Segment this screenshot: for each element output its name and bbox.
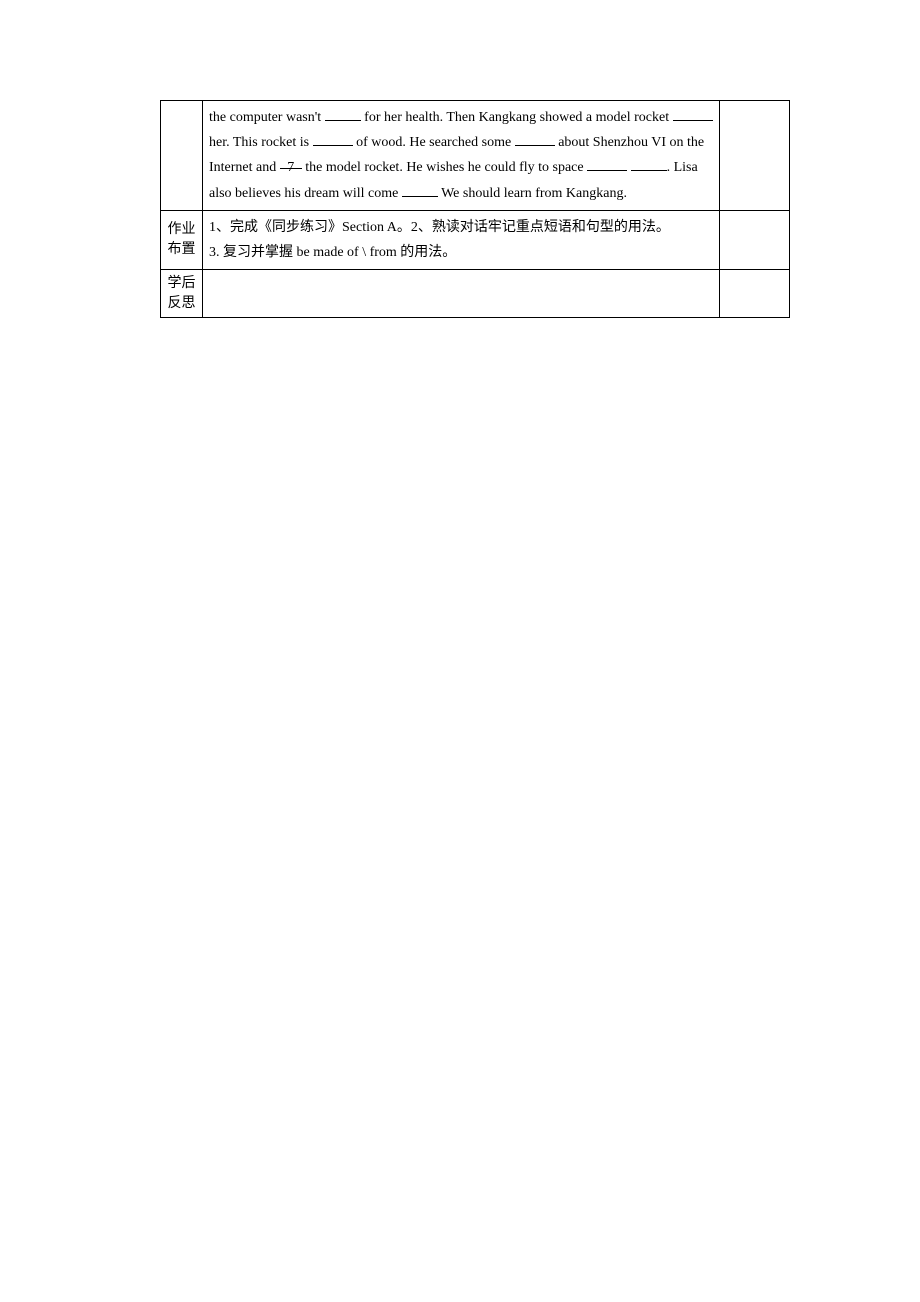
text-fragment: the computer wasn't (209, 110, 325, 125)
row-right-cell (720, 101, 790, 211)
table-row: the computer wasn't for her health. Then… (161, 101, 790, 211)
row-content-cell: the computer wasn't for her health. Then… (203, 101, 720, 211)
fill-blank (673, 107, 713, 121)
text-fragment: of wood. He searched some (353, 135, 515, 150)
fill-blank (402, 183, 438, 197)
row-right-cell (720, 210, 790, 269)
table-row: 作业布置 1、完成《同步练习》Section A。2、熟读对话牢记重点短语和句型… (161, 210, 790, 269)
row-right-cell (720, 270, 790, 318)
fill-blank (515, 132, 555, 146)
document-table: the computer wasn't for her health. Then… (160, 100, 790, 318)
row-content-cell (203, 270, 720, 318)
fill-blank (313, 132, 353, 146)
row-content-cell: 1、完成《同步练习》Section A。2、熟读对话牢记重点短语和句型的用法。 … (203, 210, 720, 269)
text-fragment: the model rocket. He wishes he could fly… (302, 160, 587, 175)
text-fragment: for her health. Then Kangkang showed a m… (361, 110, 673, 125)
fill-blank (325, 107, 361, 121)
fill-blank (587, 157, 627, 171)
table-row: 学后反思 (161, 270, 790, 318)
fill-blank-numbered: 7 (280, 155, 302, 169)
text-fragment: her. This rocket is (209, 135, 313, 150)
fill-blank (631, 157, 667, 171)
row-label-cell: 学后反思 (161, 270, 203, 318)
row-label-cell (161, 101, 203, 211)
row-label-cell: 作业布置 (161, 210, 203, 269)
text-fragment: We should learn from Kangkang. (438, 186, 627, 201)
